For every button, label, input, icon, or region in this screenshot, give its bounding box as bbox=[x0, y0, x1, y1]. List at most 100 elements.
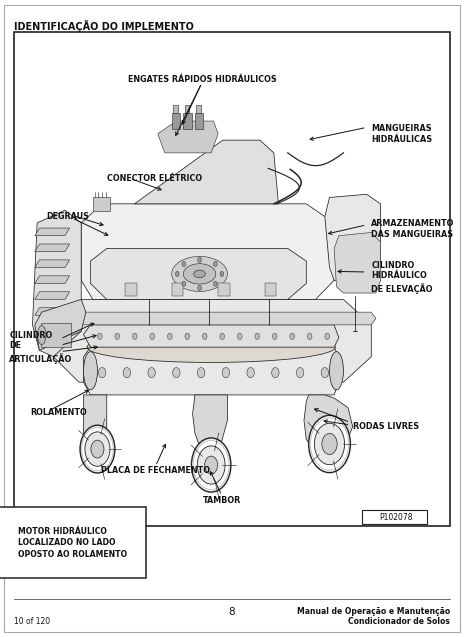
Circle shape bbox=[198, 257, 201, 262]
Circle shape bbox=[247, 368, 255, 378]
Polygon shape bbox=[125, 283, 137, 296]
Polygon shape bbox=[54, 299, 371, 382]
Circle shape bbox=[272, 368, 279, 378]
Ellipse shape bbox=[309, 415, 350, 473]
Polygon shape bbox=[83, 347, 339, 395]
Ellipse shape bbox=[91, 440, 104, 458]
Circle shape bbox=[325, 333, 329, 340]
Text: 10 of 120: 10 of 120 bbox=[14, 617, 50, 626]
Bar bbox=[14, 32, 450, 526]
Ellipse shape bbox=[87, 332, 335, 362]
Polygon shape bbox=[83, 395, 107, 449]
Ellipse shape bbox=[191, 438, 231, 492]
Bar bbox=[173, 105, 178, 113]
Polygon shape bbox=[264, 283, 276, 296]
Polygon shape bbox=[35, 308, 70, 315]
Circle shape bbox=[255, 333, 260, 340]
Text: ROLAMENTO: ROLAMENTO bbox=[30, 408, 87, 417]
Circle shape bbox=[185, 333, 190, 340]
Circle shape bbox=[167, 333, 172, 340]
Polygon shape bbox=[91, 248, 306, 299]
Text: CILINDRO
DE
ARTICULAÇÃO: CILINDRO DE ARTICULAÇÃO bbox=[9, 331, 73, 364]
Circle shape bbox=[307, 333, 312, 340]
Text: RODAS LIVRES: RODAS LIVRES bbox=[353, 422, 419, 431]
Polygon shape bbox=[158, 121, 218, 153]
Bar bbox=[362, 510, 427, 524]
Circle shape bbox=[98, 333, 102, 340]
Text: TAMBOR: TAMBOR bbox=[203, 496, 241, 505]
Text: Manual de Operação e Manutenção: Manual de Operação e Manutenção bbox=[297, 607, 450, 616]
Ellipse shape bbox=[85, 432, 110, 466]
Ellipse shape bbox=[172, 257, 228, 292]
Circle shape bbox=[237, 333, 242, 340]
Text: 8: 8 bbox=[229, 606, 236, 617]
Circle shape bbox=[202, 333, 207, 340]
Bar bbox=[93, 197, 110, 211]
Circle shape bbox=[175, 271, 179, 276]
Polygon shape bbox=[78, 312, 376, 325]
Polygon shape bbox=[172, 283, 183, 296]
Polygon shape bbox=[218, 283, 230, 296]
Polygon shape bbox=[304, 395, 353, 459]
Polygon shape bbox=[35, 299, 86, 350]
Polygon shape bbox=[135, 140, 278, 204]
Circle shape bbox=[123, 368, 130, 378]
Circle shape bbox=[173, 368, 180, 378]
Circle shape bbox=[220, 333, 225, 340]
Text: IDENTIFICAÇÃO DO IMPLEMENTO: IDENTIFICAÇÃO DO IMPLEMENTO bbox=[14, 20, 194, 32]
Bar bbox=[185, 105, 189, 113]
Ellipse shape bbox=[314, 424, 345, 465]
Ellipse shape bbox=[322, 433, 337, 455]
Circle shape bbox=[148, 368, 155, 378]
Text: PLACA DE FECHAMENTO: PLACA DE FECHAMENTO bbox=[101, 466, 210, 475]
Circle shape bbox=[197, 368, 205, 378]
Ellipse shape bbox=[205, 456, 218, 474]
Bar bbox=[172, 113, 180, 129]
Circle shape bbox=[115, 333, 119, 340]
Circle shape bbox=[182, 261, 186, 266]
Circle shape bbox=[198, 285, 201, 290]
Text: DEGRAUS: DEGRAUS bbox=[46, 212, 90, 221]
Circle shape bbox=[99, 368, 106, 378]
Text: CONECTOR ELÉTRICO: CONECTOR ELÉTRICO bbox=[107, 174, 202, 183]
Polygon shape bbox=[81, 204, 334, 299]
Ellipse shape bbox=[80, 426, 115, 473]
Text: ENGATES RÁPIDOS HIDRÁULICOS: ENGATES RÁPIDOS HIDRÁULICOS bbox=[128, 75, 276, 84]
Ellipse shape bbox=[83, 352, 98, 390]
Polygon shape bbox=[35, 276, 70, 283]
Text: MOTOR HIDRÁULICO
LOCALIZADO NO LADO
OPOSTO AO ROLAMENTO: MOTOR HIDRÁULICO LOCALIZADO NO LADO OPOS… bbox=[18, 527, 127, 559]
Text: MANGUEIRAS
HIDRÁULICAS: MANGUEIRAS HIDRÁULICAS bbox=[371, 124, 432, 144]
Text: ARMAZENAMENTO
DAS MANGUEIRAS: ARMAZENAMENTO DAS MANGUEIRAS bbox=[371, 219, 455, 240]
Circle shape bbox=[213, 261, 217, 266]
Polygon shape bbox=[83, 325, 339, 347]
Circle shape bbox=[290, 333, 294, 340]
Text: P102078: P102078 bbox=[379, 513, 413, 522]
Circle shape bbox=[222, 368, 229, 378]
Polygon shape bbox=[33, 210, 81, 357]
Circle shape bbox=[220, 271, 224, 276]
Ellipse shape bbox=[193, 441, 229, 489]
Ellipse shape bbox=[329, 352, 344, 390]
Bar bbox=[195, 113, 203, 129]
Bar bbox=[183, 113, 191, 129]
Ellipse shape bbox=[310, 418, 348, 470]
Polygon shape bbox=[35, 244, 70, 252]
Bar bbox=[41, 323, 71, 347]
Bar bbox=[196, 105, 201, 113]
Text: Condicionador de Solos: Condicionador de Solos bbox=[348, 617, 450, 626]
Polygon shape bbox=[334, 233, 381, 293]
Polygon shape bbox=[35, 260, 70, 268]
Ellipse shape bbox=[82, 427, 113, 471]
Circle shape bbox=[321, 368, 328, 378]
Circle shape bbox=[296, 368, 304, 378]
Circle shape bbox=[182, 282, 186, 287]
Polygon shape bbox=[325, 194, 381, 280]
Polygon shape bbox=[35, 292, 70, 299]
Ellipse shape bbox=[197, 446, 225, 484]
Circle shape bbox=[213, 282, 217, 287]
Ellipse shape bbox=[183, 264, 216, 284]
Text: CILINDRO
HIDRÁULICO
DE ELEVAÇÃO: CILINDRO HIDRÁULICO DE ELEVAÇÃO bbox=[371, 261, 433, 294]
Polygon shape bbox=[35, 228, 70, 236]
Circle shape bbox=[273, 333, 277, 340]
Circle shape bbox=[150, 333, 155, 340]
